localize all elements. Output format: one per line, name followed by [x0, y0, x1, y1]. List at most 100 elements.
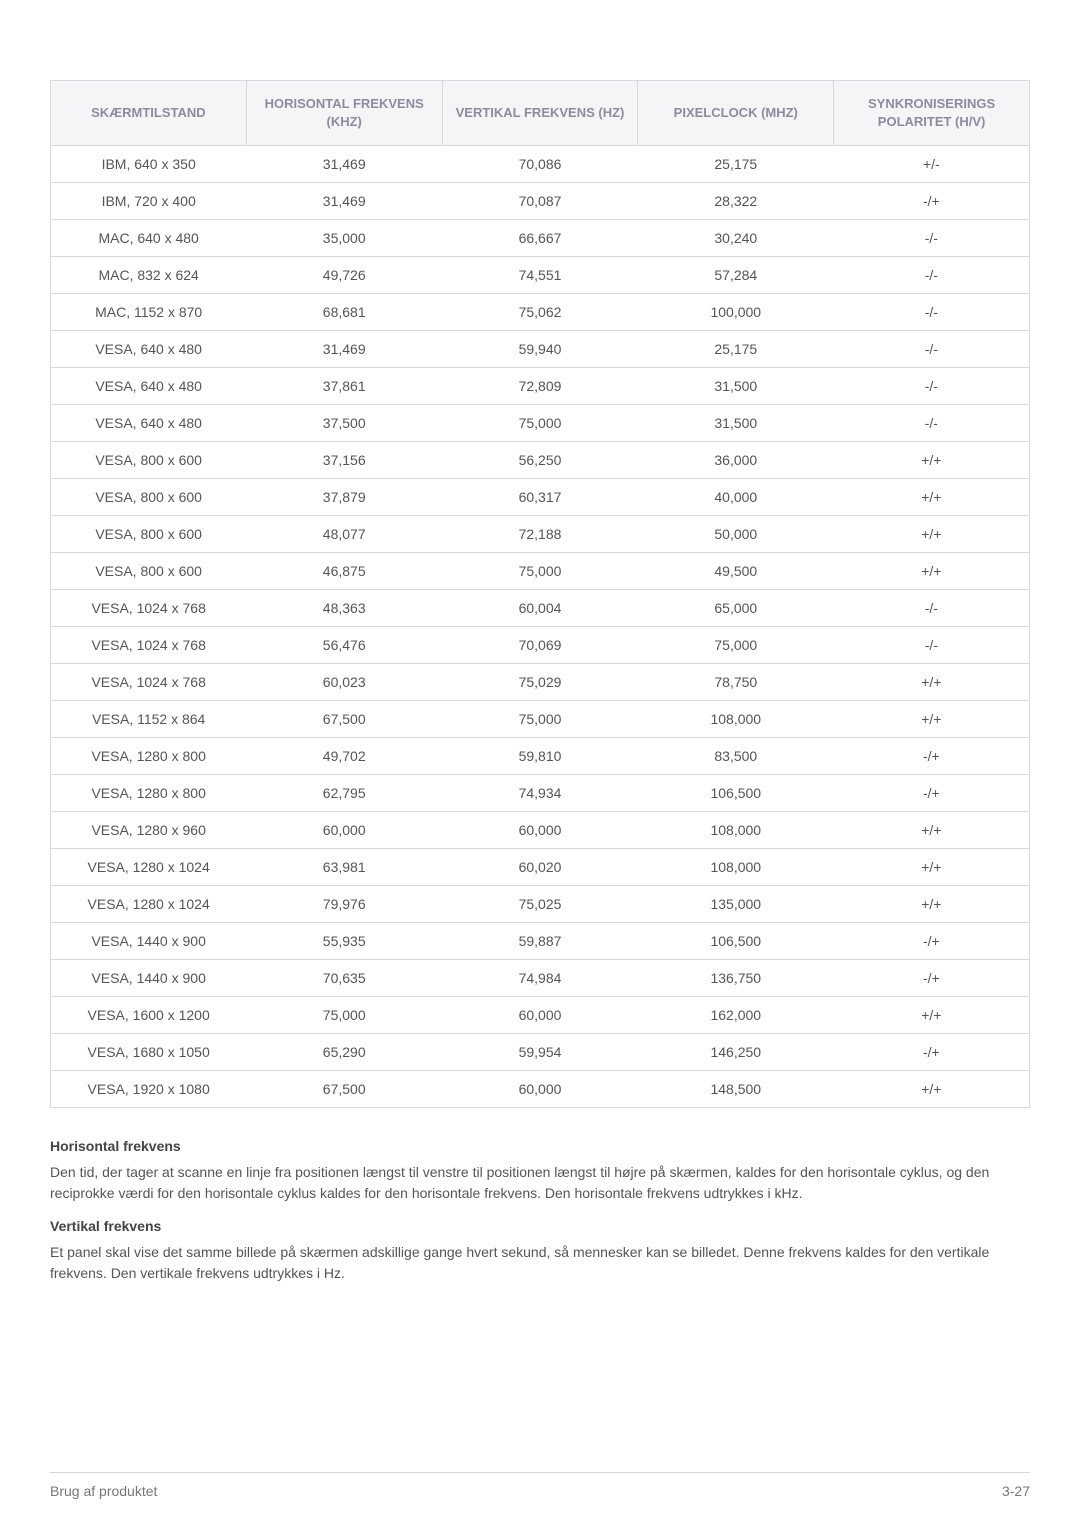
table-cell: -/-: [834, 627, 1030, 664]
table-cell: 49,500: [638, 553, 834, 590]
table-cell: VESA, 1440 x 900: [51, 960, 247, 997]
table-cell: 60,317: [442, 479, 638, 516]
table-cell: 48,363: [246, 590, 442, 627]
table-cell: VESA, 1920 x 1080: [51, 1071, 247, 1108]
table-row: VESA, 640 x 48037,50075,00031,500-/-: [51, 405, 1030, 442]
table-cell: 60,000: [442, 812, 638, 849]
table-cell: 37,500: [246, 405, 442, 442]
table-cell: 162,000: [638, 997, 834, 1034]
table-cell: +/+: [834, 664, 1030, 701]
table-row: VESA, 1024 x 76860,02375,02978,750+/+: [51, 664, 1030, 701]
table-cell: -/-: [834, 331, 1030, 368]
table-cell: 36,000: [638, 442, 834, 479]
table-cell: 70,086: [442, 146, 638, 183]
table-cell: 37,861: [246, 368, 442, 405]
table-cell: 59,954: [442, 1034, 638, 1071]
table-cell: 60,004: [442, 590, 638, 627]
table-cell: 40,000: [638, 479, 834, 516]
table-cell: -/-: [834, 220, 1030, 257]
table-row: MAC, 832 x 62449,72674,55157,284-/-: [51, 257, 1030, 294]
table-cell: 108,000: [638, 849, 834, 886]
table-cell: 70,635: [246, 960, 442, 997]
horiz-text: Den tid, der tager at scanne en linje fr…: [50, 1162, 1030, 1204]
horiz-title: Horisontal frekvens: [50, 1138, 1030, 1154]
table-cell: 60,023: [246, 664, 442, 701]
table-cell: +/+: [834, 886, 1030, 923]
table-row: VESA, 800 x 60048,07772,18850,000+/+: [51, 516, 1030, 553]
table-cell: 75,025: [442, 886, 638, 923]
table-cell: 50,000: [638, 516, 834, 553]
table-cell: VESA, 800 x 600: [51, 442, 247, 479]
table-cell: 136,750: [638, 960, 834, 997]
table-row: VESA, 640 x 48037,86172,80931,500-/-: [51, 368, 1030, 405]
table-cell: -/+: [834, 183, 1030, 220]
table-cell: 60,000: [442, 1071, 638, 1108]
table-cell: IBM, 640 x 350: [51, 146, 247, 183]
table-cell: 31,469: [246, 146, 442, 183]
table-cell: 37,156: [246, 442, 442, 479]
table-row: VESA, 1280 x 102479,97675,025135,000+/+: [51, 886, 1030, 923]
table-cell: VESA, 1024 x 768: [51, 664, 247, 701]
table-cell: 75,000: [442, 701, 638, 738]
table-cell: 59,940: [442, 331, 638, 368]
table-cell: +/+: [834, 516, 1030, 553]
display-modes-table: SKÆRMTILSTAND HORISONTAL FREKVENS (KHZ) …: [50, 80, 1030, 1108]
table-cell: MAC, 832 x 624: [51, 257, 247, 294]
table-cell: +/+: [834, 479, 1030, 516]
table-row: VESA, 800 x 60037,87960,31740,000+/+: [51, 479, 1030, 516]
table-cell: -/-: [834, 590, 1030, 627]
table-cell: +/+: [834, 997, 1030, 1034]
table-header: SKÆRMTILSTAND HORISONTAL FREKVENS (KHZ) …: [51, 81, 1030, 146]
table-row: VESA, 1280 x 102463,98160,020108,000+/+: [51, 849, 1030, 886]
table-cell: 74,934: [442, 775, 638, 812]
col-horiz: HORISONTAL FREKVENS (KHZ): [246, 81, 442, 146]
table-row: VESA, 1280 x 96060,00060,000108,000+/+: [51, 812, 1030, 849]
table-cell: 78,750: [638, 664, 834, 701]
table-cell: +/+: [834, 701, 1030, 738]
table-cell: 28,322: [638, 183, 834, 220]
table-cell: VESA, 640 x 480: [51, 331, 247, 368]
table-row: VESA, 800 x 60046,87575,00049,500+/+: [51, 553, 1030, 590]
table-row: VESA, 1440 x 90055,93559,887106,500-/+: [51, 923, 1030, 960]
col-vert: VERTIKAL FREKVENS (HZ): [442, 81, 638, 146]
table-cell: MAC, 1152 x 870: [51, 294, 247, 331]
table-cell: 148,500: [638, 1071, 834, 1108]
table-cell: IBM, 720 x 400: [51, 183, 247, 220]
table-cell: 67,500: [246, 701, 442, 738]
table-cell: 74,984: [442, 960, 638, 997]
table-row: VESA, 1600 x 120075,00060,000162,000+/+: [51, 997, 1030, 1034]
table-cell: 70,069: [442, 627, 638, 664]
table-cell: 75,000: [638, 627, 834, 664]
table-cell: 25,175: [638, 331, 834, 368]
table-row: VESA, 1440 x 90070,63574,984136,750-/+: [51, 960, 1030, 997]
table-cell: -/+: [834, 738, 1030, 775]
table-cell: 75,000: [246, 997, 442, 1034]
table-cell: 55,935: [246, 923, 442, 960]
table-cell: VESA, 1600 x 1200: [51, 997, 247, 1034]
table-cell: 75,000: [442, 553, 638, 590]
table-cell: 66,667: [442, 220, 638, 257]
table-cell: 48,077: [246, 516, 442, 553]
table-cell: 37,879: [246, 479, 442, 516]
table-cell: 75,062: [442, 294, 638, 331]
vert-title: Vertikal frekvens: [50, 1218, 1030, 1234]
table-cell: 100,000: [638, 294, 834, 331]
table-cell: VESA, 1152 x 864: [51, 701, 247, 738]
table-cell: 67,500: [246, 1071, 442, 1108]
table-cell: 83,500: [638, 738, 834, 775]
table-cell: 63,981: [246, 849, 442, 886]
table-cell: VESA, 800 x 600: [51, 516, 247, 553]
table-cell: 60,000: [246, 812, 442, 849]
table-cell: 70,087: [442, 183, 638, 220]
table-cell: 106,500: [638, 923, 834, 960]
table-cell: VESA, 1280 x 1024: [51, 886, 247, 923]
table-cell: 75,000: [442, 405, 638, 442]
table-cell: 31,500: [638, 405, 834, 442]
table-cell: 60,020: [442, 849, 638, 886]
table-cell: -/-: [834, 257, 1030, 294]
table-cell: +/+: [834, 812, 1030, 849]
table-cell: VESA, 1024 x 768: [51, 590, 247, 627]
table-row: VESA, 1152 x 86467,50075,000108,000+/+: [51, 701, 1030, 738]
table-cell: 75,029: [442, 664, 638, 701]
table-cell: +/+: [834, 553, 1030, 590]
